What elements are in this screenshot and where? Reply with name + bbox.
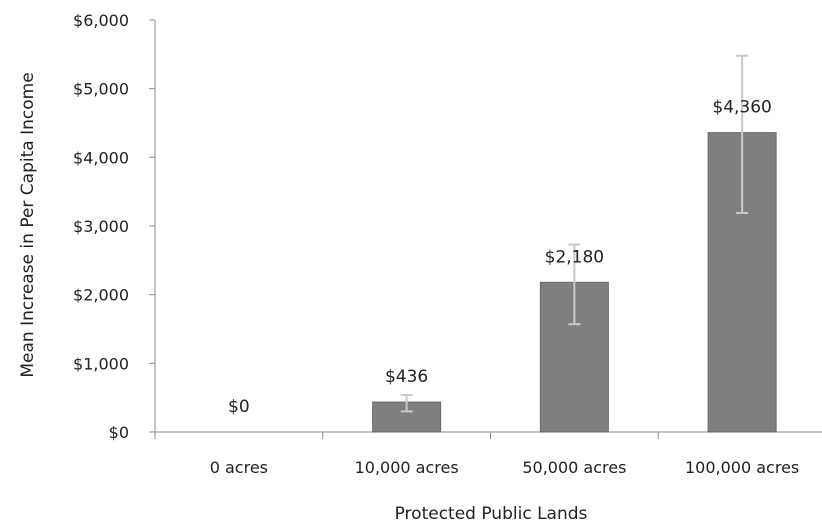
data-label: $2,180 (545, 247, 604, 267)
y-axis-title: Mean Increase in Per Capita Income (18, 72, 38, 377)
y-axis: $0 $1,000 $2,000 $3,000 $4,000 $5,000 $6,000 (73, 11, 156, 442)
data-label: $436 (385, 367, 428, 387)
x-tick-label: 50,000 acres (522, 458, 626, 477)
x-axis-title: Protected Public Lands (395, 504, 588, 524)
y-tick-label: $2,000 (73, 286, 129, 305)
error-bars (400, 54, 749, 413)
y-tick-label: $3,000 (73, 217, 129, 236)
x-tick-label: 0 acres (210, 458, 268, 477)
y-tick-label: $0 (109, 423, 129, 442)
x-tick-label: 100,000 acres (685, 458, 799, 477)
y-tick-label: $6,000 (73, 11, 129, 30)
data-labels: $0 $436 $2,180 $4,360 (228, 98, 772, 417)
x-axis: 0 acres 10,000 acres 50,000 acres 100,000 a… (154, 431, 822, 477)
y-tick-label: $1,000 (73, 354, 129, 373)
data-label: $0 (228, 397, 250, 417)
data-label: $4,360 (712, 98, 771, 118)
y-tick-label: $5,000 (73, 80, 129, 99)
bar (372, 401, 442, 433)
y-tick-label: $4,000 (73, 148, 129, 167)
x-tick-label: 10,000 acres (355, 458, 459, 477)
